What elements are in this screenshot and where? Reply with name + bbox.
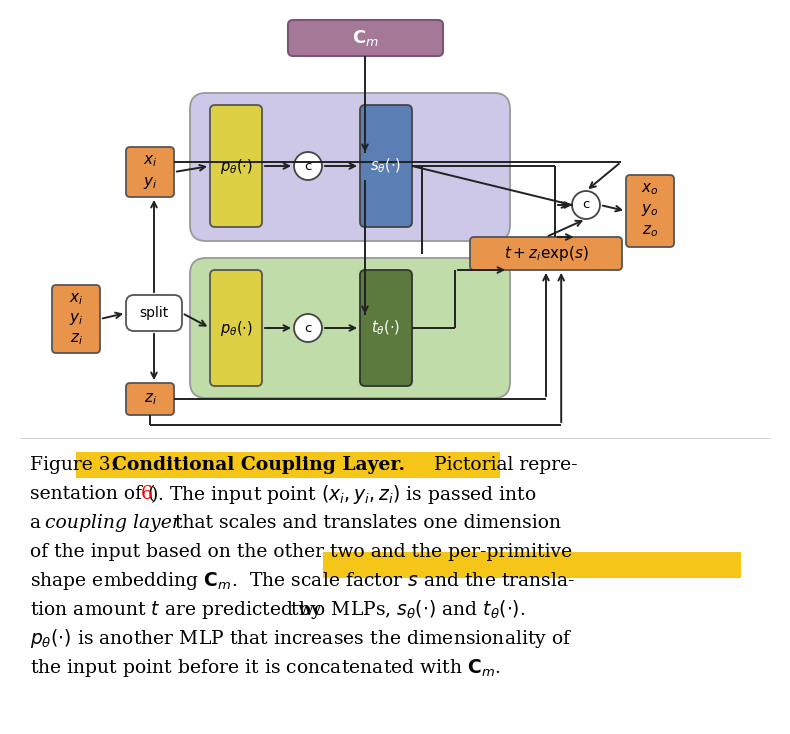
FancyBboxPatch shape (360, 105, 412, 227)
Bar (76, 452, 500, 478)
Text: $y_i$: $y_i$ (143, 175, 157, 191)
FancyBboxPatch shape (190, 258, 510, 398)
Text: ). The input point $(x_i, y_i, z_i)$ is passed into: ). The input point $(x_i, y_i, z_i)$ is … (150, 482, 536, 506)
Text: two MLPs, $s_{\theta}(\cdot)$ and $t_{\theta}(\cdot)$.: two MLPs, $s_{\theta}(\cdot)$ and $t_{\t… (290, 599, 525, 621)
Text: $t + z_i \exp(s)$: $t + z_i \exp(s)$ (504, 244, 589, 263)
FancyBboxPatch shape (126, 295, 182, 331)
Text: $z_i$: $z_i$ (144, 391, 156, 407)
Text: $p_{\theta}(\cdot)$ is another MLP that increases the dimensionality of: $p_{\theta}(\cdot)$ is another MLP that … (30, 628, 573, 650)
Text: c: c (582, 198, 589, 211)
FancyBboxPatch shape (360, 270, 412, 386)
FancyBboxPatch shape (210, 105, 262, 227)
Text: tion amount $t$ are predicted by: tion amount $t$ are predicted by (30, 599, 323, 621)
Text: split: split (139, 306, 168, 320)
FancyBboxPatch shape (626, 175, 674, 247)
Text: $p_{\theta}(\cdot)$: $p_{\theta}(\cdot)$ (220, 319, 252, 338)
Text: $t_{\theta}(\cdot)$: $t_{\theta}(\cdot)$ (371, 319, 401, 337)
FancyBboxPatch shape (126, 383, 174, 415)
Text: of the input based on the other two and the per-primitive: of the input based on the other two and … (30, 543, 572, 561)
Circle shape (294, 152, 322, 180)
Text: c: c (304, 321, 312, 335)
FancyBboxPatch shape (470, 237, 622, 270)
Text: c: c (304, 159, 312, 172)
FancyBboxPatch shape (288, 20, 443, 56)
Bar (323, 552, 741, 578)
Text: Figure 3:: Figure 3: (30, 456, 123, 474)
Text: $x_o$: $x_o$ (641, 181, 659, 197)
Text: that scales and translates one dimension: that scales and translates one dimension (163, 514, 561, 532)
Text: 6: 6 (141, 485, 153, 503)
FancyBboxPatch shape (190, 93, 510, 241)
Text: the input point before it is concatenated with $\mathbf{C}_m$.: the input point before it is concatenate… (30, 657, 501, 679)
Text: a: a (30, 514, 47, 532)
Text: sentation of (: sentation of ( (30, 485, 156, 503)
Text: $z_i$: $z_i$ (70, 331, 82, 347)
Circle shape (294, 314, 322, 342)
FancyBboxPatch shape (210, 270, 262, 386)
Text: $y_i$: $y_i$ (69, 311, 83, 327)
Circle shape (572, 191, 600, 219)
FancyBboxPatch shape (126, 147, 174, 197)
Text: $x_i$: $x_i$ (69, 291, 83, 307)
Text: $p_{\theta}(\cdot)$: $p_{\theta}(\cdot)$ (220, 156, 252, 175)
Text: shape embedding $\mathbf{C}_m$.  The scale factor $s$ and the transla-: shape embedding $\mathbf{C}_m$. The scal… (30, 570, 575, 592)
Text: $s_{\theta}(\cdot)$: $s_{\theta}(\cdot)$ (371, 157, 401, 175)
Text: $z_o$: $z_o$ (642, 223, 658, 239)
Text: $y_o$: $y_o$ (641, 202, 659, 218)
Text: Conditional Coupling Layer.: Conditional Coupling Layer. (112, 456, 405, 474)
Text: $x_i$: $x_i$ (143, 153, 157, 169)
Text: coupling layer: coupling layer (45, 514, 181, 532)
FancyBboxPatch shape (52, 285, 100, 353)
Text: $\mathbf{C}_m$: $\mathbf{C}_m$ (352, 28, 378, 48)
Text: Pictorial repre-: Pictorial repre- (422, 456, 577, 474)
